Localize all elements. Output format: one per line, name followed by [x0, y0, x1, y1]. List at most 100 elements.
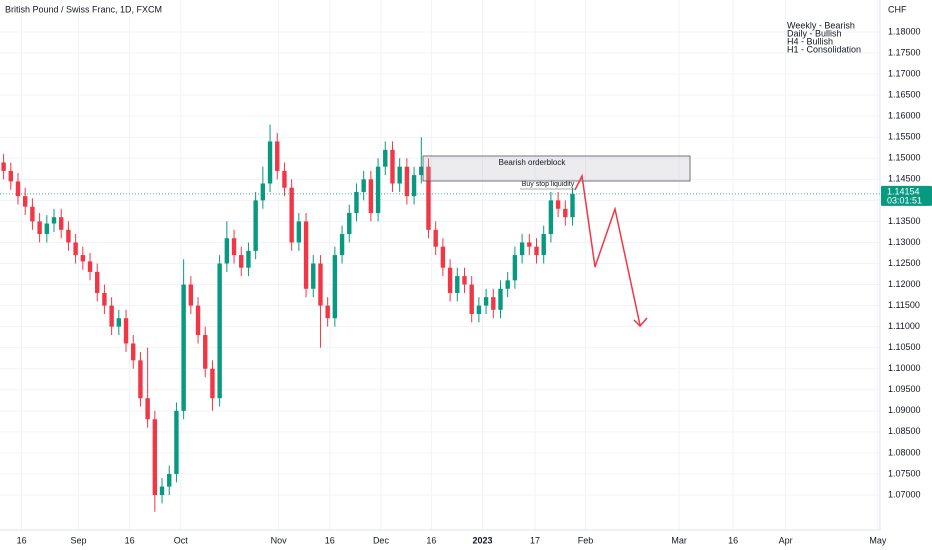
candle-body	[174, 410, 179, 474]
candle-body	[527, 242, 532, 247]
candle-body	[231, 238, 237, 256]
candle-body	[512, 255, 518, 281]
candle-body	[210, 368, 215, 399]
arrow-head	[633, 317, 648, 328]
candle-body	[102, 292, 107, 306]
x-tick-label: 16	[728, 535, 738, 545]
candle-body	[455, 276, 460, 293]
y-tick-label: 1.08000	[888, 447, 921, 457]
candle-body	[325, 305, 330, 319]
candle-body	[195, 305, 201, 336]
candle-body	[555, 200, 561, 209]
candle-body	[447, 267, 453, 293]
candle-body	[375, 166, 381, 213]
candle-body	[541, 234, 546, 256]
candle-body	[95, 271, 100, 293]
candle-body	[469, 284, 474, 315]
y-tick-label: 1.16000	[888, 111, 921, 121]
candle-body	[203, 335, 208, 369]
note: Weekly - Bearish	[787, 20, 855, 30]
candle-body	[188, 284, 194, 306]
candles	[1, 124, 575, 512]
candle-body	[109, 305, 114, 327]
candle-body	[138, 360, 143, 399]
y-tick-label: 1.17500	[888, 47, 921, 57]
y-tick-label: 1.12500	[888, 258, 921, 268]
candle-body	[66, 229, 71, 243]
y-tick-label: 1.18000	[888, 26, 921, 36]
candle-body	[145, 398, 150, 420]
liquidity-label: Buy stop liquidity	[522, 181, 575, 188]
candle-body	[1, 162, 6, 171]
candle-body	[181, 284, 186, 411]
candle-body	[347, 212, 352, 235]
x-tick-label: Dec	[373, 535, 390, 545]
y-tick-label: 1.12000	[888, 279, 921, 289]
candle-body	[390, 149, 395, 184]
candle-body	[498, 288, 503, 310]
candle-body	[318, 263, 323, 306]
candle-body	[167, 473, 172, 487]
candle-body	[253, 200, 258, 251]
candle-body	[419, 166, 424, 176]
candle-body	[397, 166, 402, 184]
y-tick-label: 1.09000	[888, 405, 921, 415]
candle-body	[123, 318, 129, 344]
y-tick-label: 1.14500	[888, 174, 921, 184]
candle-body	[275, 141, 280, 171]
candle-body	[23, 196, 28, 207]
x-tick-label: Mar	[671, 535, 687, 545]
y-tick-label: 1.13500	[888, 216, 921, 226]
candle-body	[383, 149, 388, 167]
currency: CHF	[888, 4, 907, 14]
y-tick-label: 1.17000	[888, 68, 921, 78]
candle-body	[116, 318, 122, 327]
y-tick-label: 1.13000	[888, 237, 921, 247]
candle-body	[534, 246, 539, 256]
candle-body	[217, 263, 222, 399]
candle-body	[30, 206, 35, 222]
candle-body	[37, 221, 42, 235]
candle-body	[15, 181, 21, 197]
candle-body	[224, 238, 230, 264]
x-tick-label: 16	[125, 535, 135, 545]
candle-body	[491, 297, 496, 310]
note: Daily - Bullish	[787, 28, 842, 38]
countdown: 03:01:51	[887, 195, 922, 205]
candle-body	[548, 200, 554, 235]
candle-body	[440, 246, 446, 268]
y-tick-label: 1.09500	[888, 384, 921, 394]
orderblock-box	[422, 155, 691, 182]
grid	[0, 0, 880, 530]
x-tick-label: Sep	[70, 535, 86, 545]
candle-body	[332, 255, 338, 319]
candle-body	[570, 194, 575, 218]
candle-body	[289, 187, 294, 243]
x-tick-label: May	[869, 535, 887, 545]
chart-title: British Pound / Swiss Franc, 1D, FXCM	[5, 4, 162, 14]
candle-body	[51, 217, 57, 224]
y-tick-label: 1.10500	[888, 342, 921, 352]
x-tick-label: Apr	[779, 535, 793, 545]
x-tick-label: Oct	[174, 535, 189, 545]
candle-body	[260, 183, 266, 201]
y-tick-label: 1.15500	[888, 132, 921, 142]
y-tick-label: 1.11500	[888, 300, 920, 310]
candle-body	[282, 170, 287, 188]
candle-body	[131, 343, 136, 361]
last-price-tag	[881, 185, 932, 206]
candle-body	[476, 305, 482, 315]
candle-body	[73, 242, 78, 256]
candle-body	[505, 280, 510, 289]
y-tick-label: 1.07500	[888, 468, 921, 478]
candle-body	[303, 221, 309, 289]
candle-body	[80, 255, 86, 262]
candle-body	[368, 179, 374, 213]
candle-body	[239, 255, 244, 268]
candle-body	[483, 297, 489, 306]
candle-body	[246, 250, 251, 268]
candle-body	[59, 217, 64, 230]
y-tick-label: 1.08500	[888, 426, 921, 436]
